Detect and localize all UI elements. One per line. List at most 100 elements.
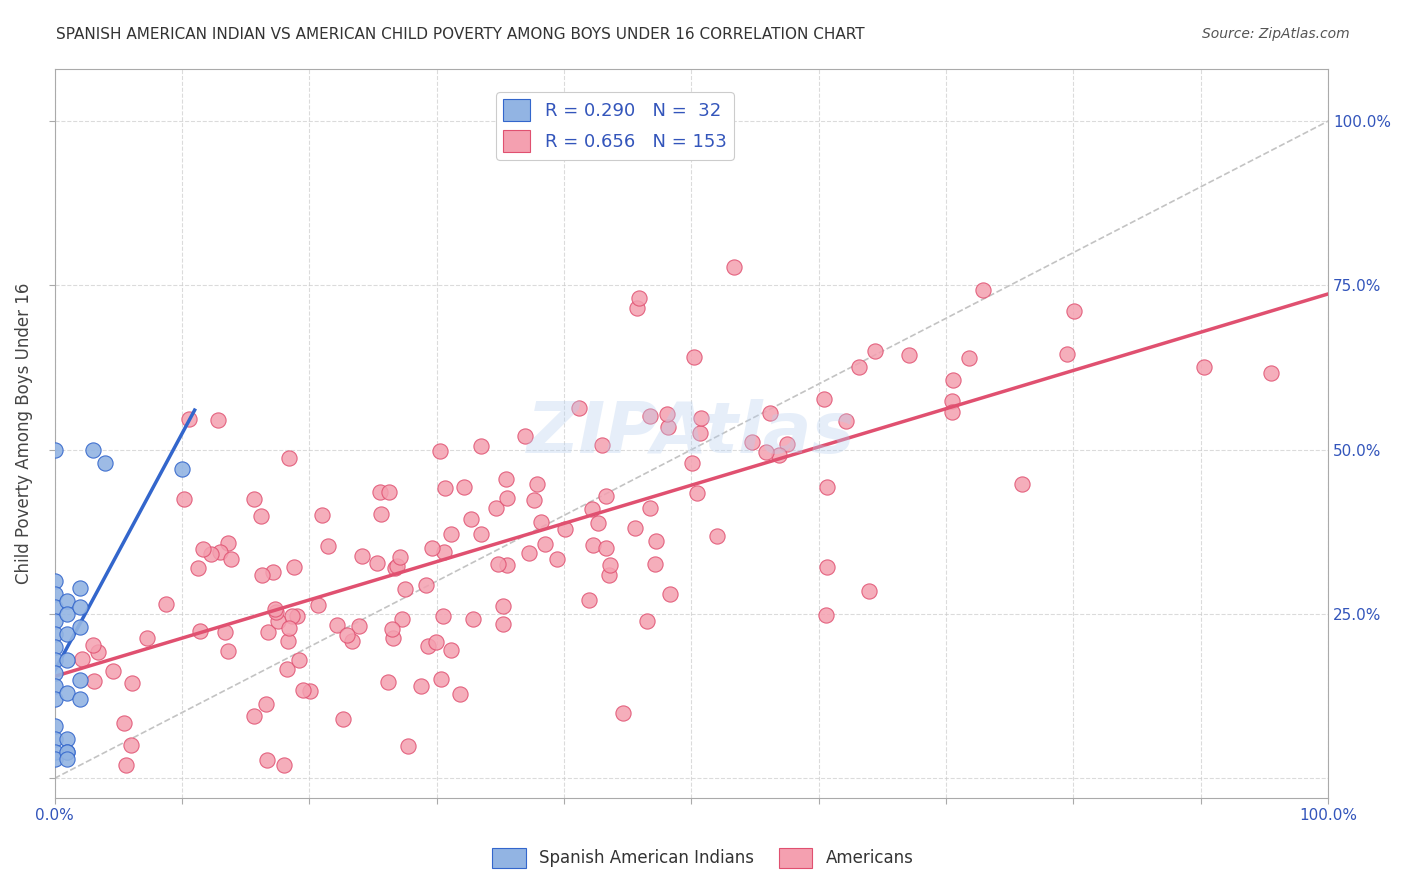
Point [440,527,463,541]
Point [263,602,285,616]
Point [385,558,408,573]
Point [1063,304,1085,318]
Point [595,490,617,504]
Point [957,351,980,366]
Point [250,508,273,523]
Point [381,631,404,645]
Point [262,565,284,579]
Point [586,516,609,531]
Point [391,612,413,626]
Point [411,679,433,693]
Point [332,712,354,726]
Point [835,414,858,428]
Point [554,522,576,536]
Point [347,619,370,633]
Point [817,560,839,574]
Point [434,482,457,496]
Point [432,609,454,624]
Point [56,626,79,640]
Point [214,625,236,640]
Point [69,673,91,687]
Point [44,442,66,457]
Point [530,515,553,529]
Point [941,393,963,408]
Point [44,574,66,589]
Point [316,539,339,553]
Point [659,587,682,601]
Point [283,560,305,574]
Point [56,731,79,746]
Point [941,405,963,419]
Point [209,545,232,559]
Point [44,745,66,759]
Point [814,608,837,623]
Point [207,413,229,427]
Point [768,449,790,463]
Point [568,401,591,415]
Point [155,597,177,611]
Point [69,692,91,706]
Point [276,662,298,676]
Point [267,614,290,628]
Point [595,541,617,555]
Point [598,567,620,582]
Point [56,745,79,759]
Point [690,410,713,425]
Point [69,620,91,634]
Point [496,491,519,505]
Point [103,664,125,678]
Point [384,561,406,575]
Point [581,502,603,516]
Point [453,480,475,494]
Point [517,546,540,560]
Point [394,582,416,597]
Point [44,679,66,693]
Point [420,541,443,556]
Point [396,739,419,754]
Point [686,485,709,500]
Point [425,635,447,649]
Point [492,617,515,632]
Point [325,617,347,632]
Point [591,438,613,452]
Point [624,521,647,535]
Point [44,692,66,706]
Point [188,624,211,638]
Point [340,634,363,648]
Point [628,292,651,306]
Point [264,605,287,619]
Point [44,653,66,667]
Text: SPANISH AMERICAN INDIAN VS AMERICAN CHILD POVERTY AMONG BOYS UNDER 16 CORRELATIO: SPANISH AMERICAN INDIAN VS AMERICAN CHIL… [56,27,865,42]
Point [463,612,485,626]
Point [1194,360,1216,375]
Point [370,507,392,521]
Point [429,443,451,458]
Point [87,645,110,659]
Point [638,409,661,423]
Point [83,673,105,688]
Point [288,652,311,666]
Point [217,536,239,550]
Point [415,577,437,591]
Point [972,283,994,297]
Point [1011,477,1033,491]
Point [776,437,799,451]
Point [815,480,838,494]
Point [44,587,66,601]
Point [177,411,200,425]
Point [389,549,412,564]
Point [368,484,391,499]
Point [496,558,519,572]
Point [70,652,93,666]
Point [69,581,91,595]
Point [44,600,66,615]
Point [136,631,159,645]
Point [460,512,482,526]
Point [217,644,239,658]
Point [94,456,117,470]
Point [470,527,492,541]
Point [581,538,603,552]
Point [636,614,658,628]
Point [44,666,66,681]
Point [433,545,456,559]
